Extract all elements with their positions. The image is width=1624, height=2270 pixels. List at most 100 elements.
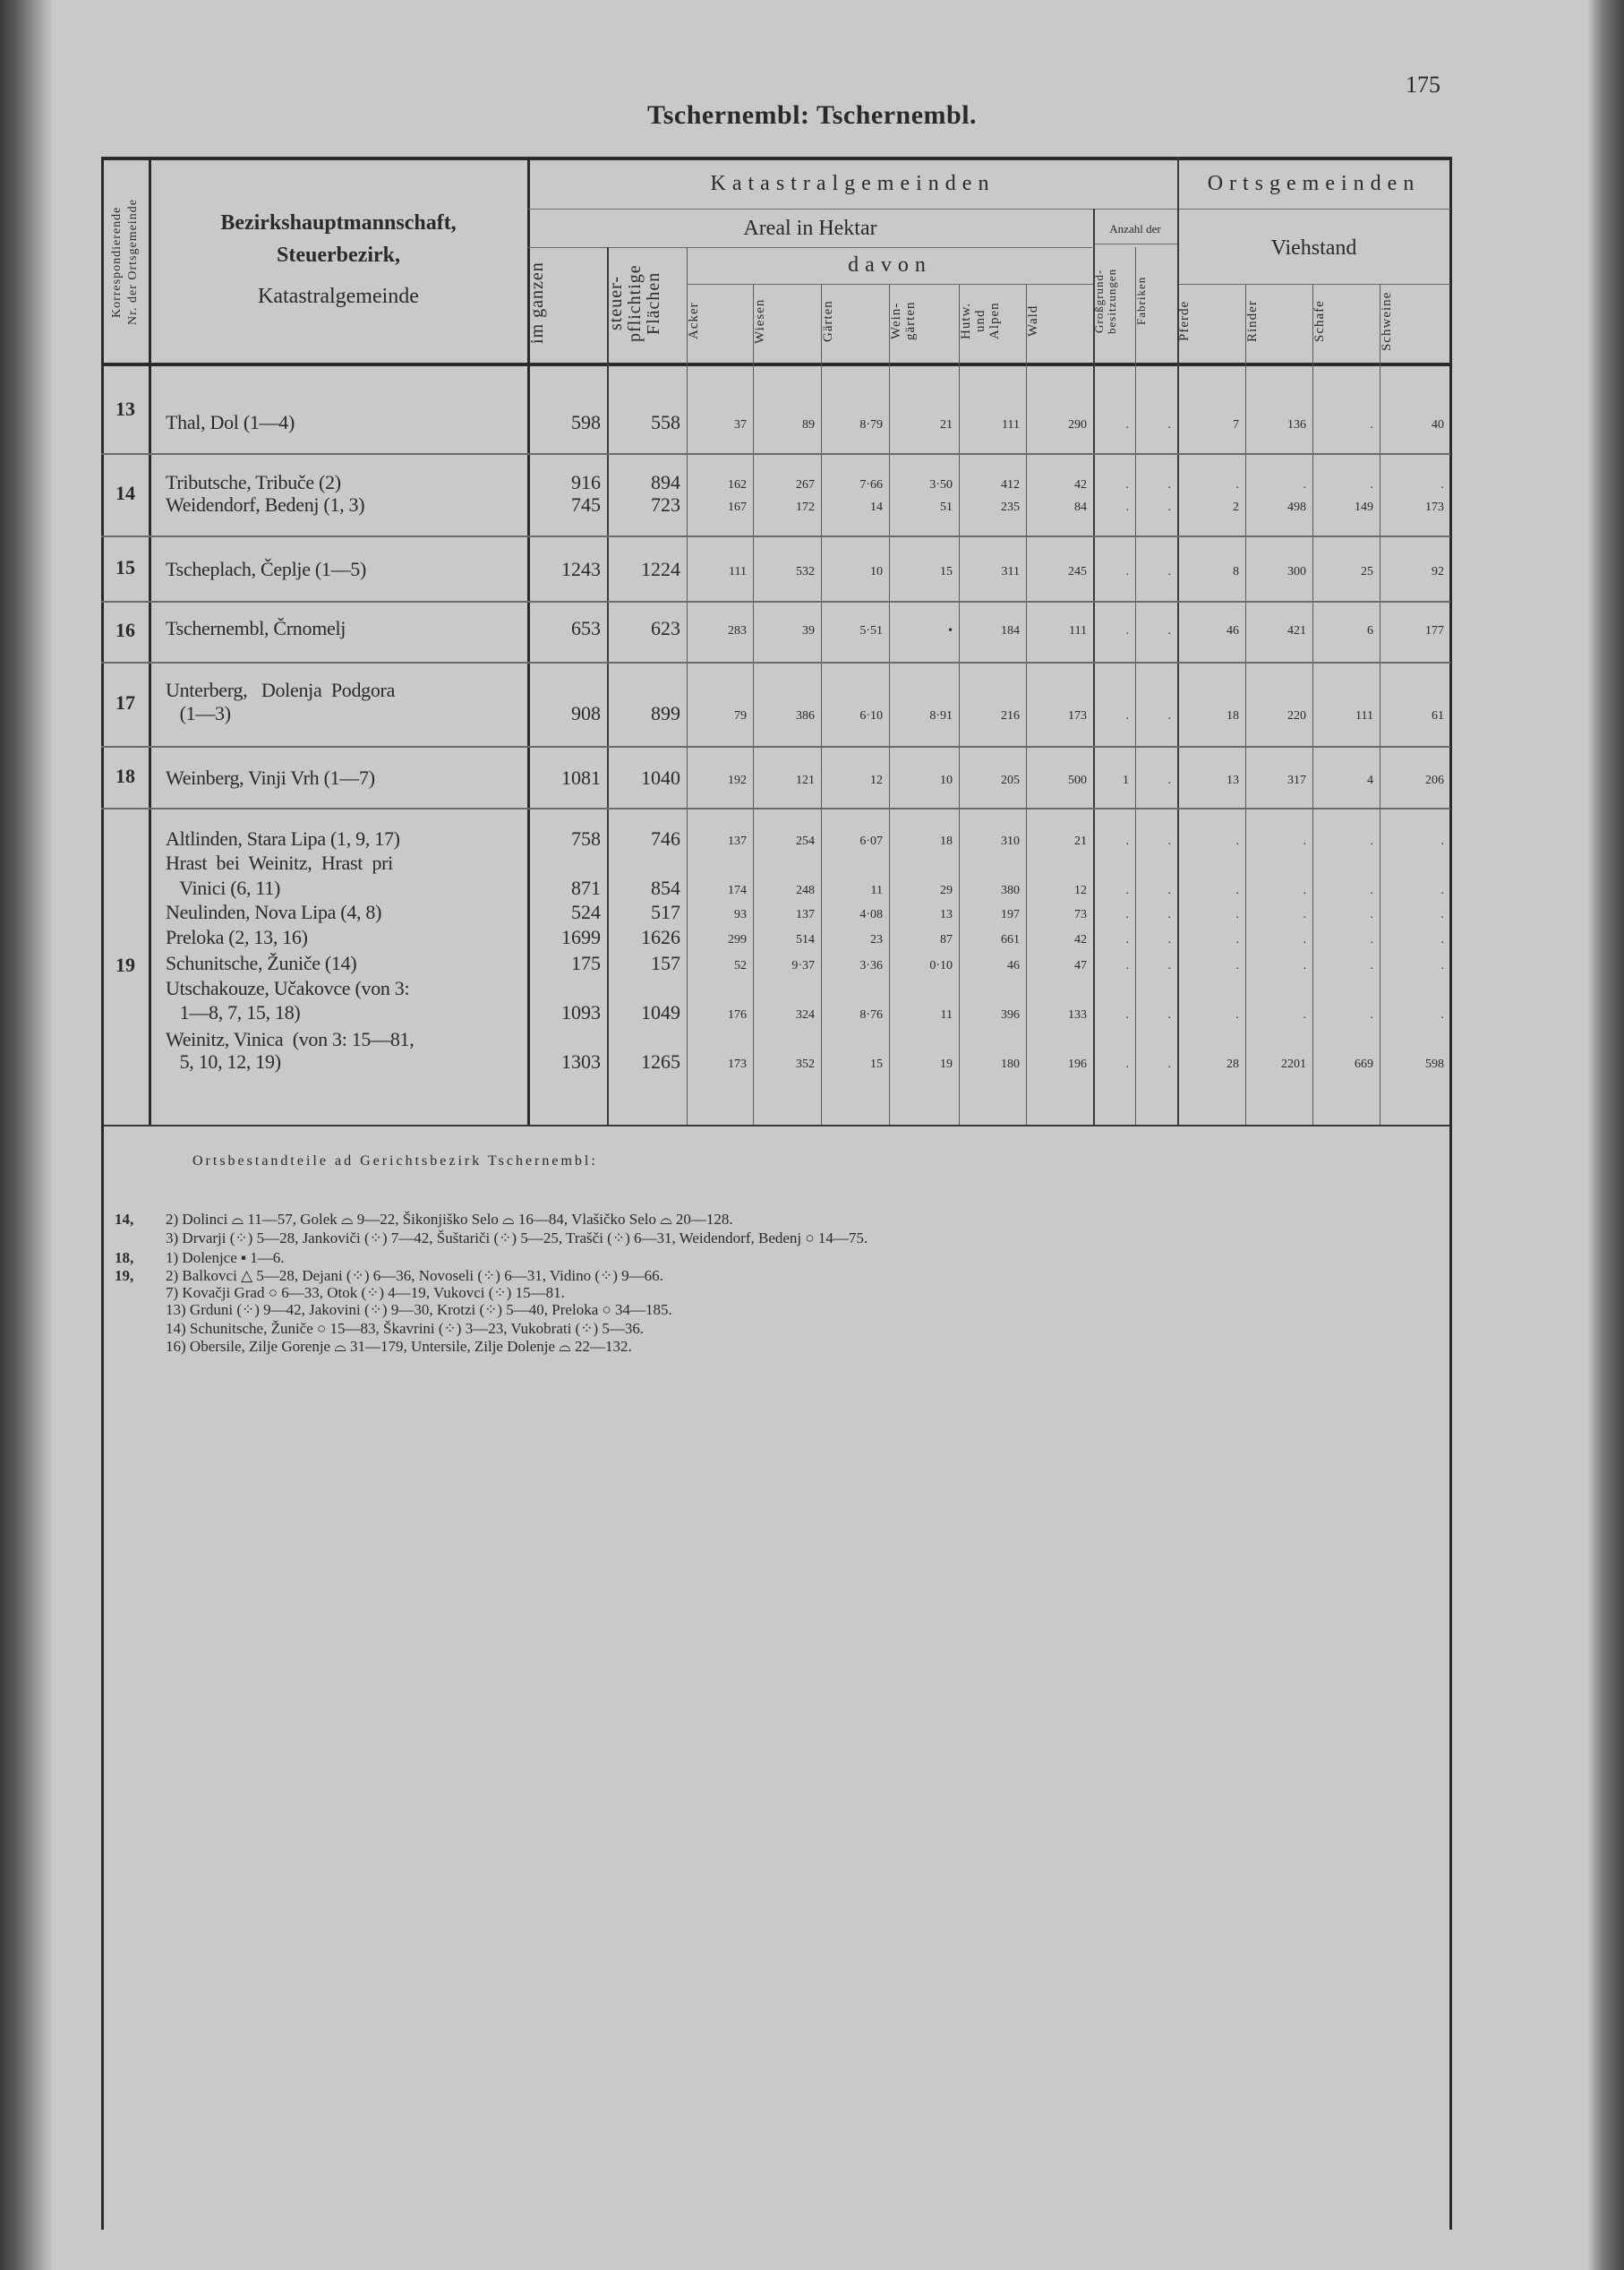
table-cell: 93 — [734, 908, 747, 921]
column-rule — [687, 247, 688, 1125]
table-cell: 598 — [571, 411, 601, 433]
row-rule — [101, 808, 1450, 809]
table-cell: 10 — [870, 565, 883, 578]
table-cell: 167 — [728, 501, 747, 514]
table-bottom-rule — [101, 1125, 1452, 1126]
table-cell: 524 — [571, 901, 601, 923]
table-cell: . — [1440, 933, 1445, 947]
katastralgemeinde-name: Preloka (2, 13, 16) — [166, 926, 308, 948]
table-cell: 205 — [1001, 774, 1020, 787]
table-cell: 254 — [796, 835, 815, 848]
table-cell: . — [1235, 835, 1240, 848]
header-rule-vieh — [1177, 284, 1450, 285]
katastralgemeinde-name: Tributsche, Tribuče (2) — [166, 471, 341, 493]
row-rule — [101, 746, 1450, 748]
header-name-line-1: Bezirkshauptmannschaft, — [220, 211, 457, 235]
table-cell: 79 — [734, 709, 747, 723]
table-cell: 25 — [1361, 565, 1373, 578]
column-header: Äcker — [687, 302, 701, 340]
table-cell: 558 — [651, 411, 680, 433]
table-cell: . — [1370, 478, 1374, 492]
table-cell: 10 — [940, 774, 953, 787]
katastralgemeinde-name: Vinici (6, 11) — [166, 877, 281, 899]
column-header: Schweine — [1380, 291, 1394, 351]
table-cell: 245 — [1068, 565, 1087, 578]
table-cell: 42 — [1074, 933, 1087, 947]
table-cell: 746 — [651, 827, 680, 850]
header-nr: Korrespondierende Nr. der Ortsgemeinde — [110, 199, 140, 325]
table-cell: 317 — [1287, 774, 1306, 787]
table-cell: 8 — [1233, 565, 1239, 578]
table-cell: . — [1167, 774, 1172, 787]
table-cell: . — [1167, 959, 1172, 972]
table-cell: 52 — [734, 959, 747, 972]
table-cell: 172 — [796, 501, 815, 514]
table-cell: . — [1370, 959, 1374, 972]
table-cell: 180 — [1001, 1058, 1020, 1071]
table-cell: 21 — [1074, 835, 1087, 848]
table-cell: 177 — [1425, 624, 1444, 638]
katastralgemeinde-name: 5, 10, 12, 19) — [166, 1050, 281, 1073]
katastralgemeinde-name: Neulinden, Nova Lipa (4, 8) — [166, 901, 382, 923]
table-cell: . — [1125, 1008, 1130, 1022]
table-cell: 310 — [1001, 835, 1020, 848]
table-cell: 28 — [1227, 1058, 1239, 1071]
table-cell: 723 — [651, 493, 680, 516]
table-cell: 1243 — [561, 558, 601, 580]
table-cell: 111 — [729, 565, 747, 578]
table-cell: . — [1125, 418, 1130, 432]
katastralgemeinde-name: Weidendorf, Bedenj (1, 3) — [166, 493, 365, 516]
row-number: 18 — [115, 764, 135, 787]
table-cell: . — [1303, 1008, 1307, 1022]
table-cell: . — [1370, 933, 1374, 947]
table-cell: 46 — [1227, 624, 1239, 638]
table-cell: . — [1370, 835, 1374, 848]
table-cell: 51 — [940, 501, 953, 514]
table-cell: 6 — [1367, 624, 1373, 638]
table-cell: 121 — [796, 774, 815, 787]
table-cell: 8·79 — [859, 418, 883, 432]
column-rule — [821, 284, 822, 1125]
column-rule — [753, 284, 754, 1125]
table-cell: 176 — [728, 1008, 747, 1022]
table-cell: . — [1235, 959, 1240, 972]
table-cell: 598 — [1425, 1058, 1444, 1071]
katastralgemeinde-name: Altlinden, Stara Lipa (1, 9, 17) — [166, 827, 400, 850]
table-cell: 137 — [728, 835, 747, 848]
table-cell: 137 — [796, 908, 815, 921]
table-cell: 133 — [1068, 1008, 1087, 1022]
table-cell: 174 — [728, 884, 747, 897]
table-right-rule — [1449, 157, 1452, 2230]
column-rule — [1026, 284, 1027, 1125]
table-cell: 1626 — [641, 926, 680, 948]
table-cell: 111 — [1069, 624, 1087, 638]
katastralgemeinde-name: Weinberg, Vinji Vrh (1—7) — [166, 767, 375, 789]
table-cell: 412 — [1001, 478, 1020, 492]
header-ortsgemeinden: Ortsgemeinden — [1207, 172, 1421, 195]
table-cell: 39 — [802, 624, 815, 638]
table-cell: 89 — [802, 418, 815, 432]
table-cell: . — [1235, 1008, 1240, 1022]
table-cell: . — [1440, 478, 1445, 492]
table-cell: 42 — [1074, 478, 1087, 492]
katastralgemeinde-name: Tschernembl, Črnomelj — [166, 617, 346, 639]
table-cell: 1699 — [561, 926, 601, 948]
table-cell: . — [1440, 959, 1445, 972]
footnote-text: 7) Kovačji Grad ○ 6—33, Otok (⁘) 4—19, V… — [166, 1284, 565, 1301]
table-cell: 37 — [734, 418, 747, 432]
footnote-text: 14) Schunitsche, Žuniče ○ 15—83, Škavrin… — [166, 1320, 645, 1337]
table-cell: . — [1125, 933, 1130, 947]
table-cell: . — [1125, 501, 1130, 514]
table-cell: 173 — [728, 1058, 747, 1071]
table-cell: 300 — [1287, 565, 1306, 578]
table-cell: 61 — [1432, 709, 1444, 723]
row-number: 17 — [115, 691, 135, 714]
katastralgemeinde-name: 1—8, 7, 15, 18) — [166, 1001, 301, 1024]
header-viehstand: Viehstand — [1270, 236, 1357, 260]
table-cell: 15 — [940, 565, 953, 578]
column-rule — [959, 284, 960, 1125]
row-rule — [101, 453, 1450, 455]
header-bottom-rule — [101, 363, 1452, 366]
table-cell: 380 — [1001, 884, 1020, 897]
table-cell: 894 — [651, 471, 680, 493]
